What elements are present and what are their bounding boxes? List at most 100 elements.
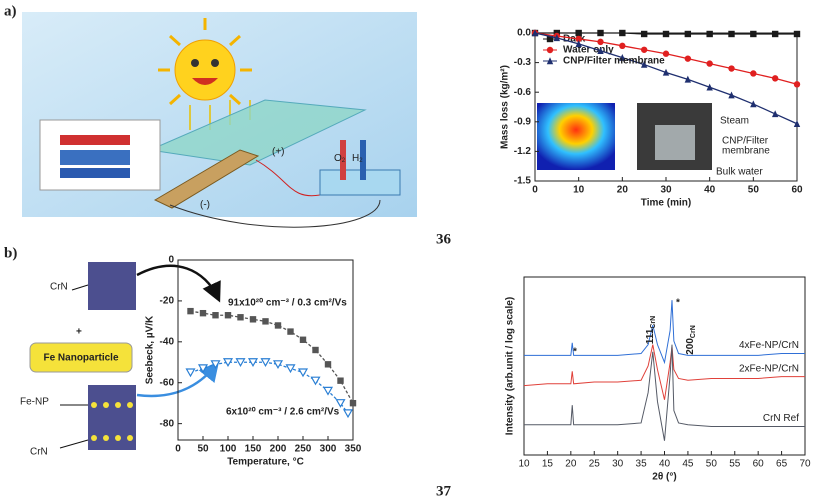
material-label: Fe Nanoparticle: [43, 353, 118, 364]
data-point: [235, 358, 246, 367]
legend-label: Water only: [563, 45, 614, 56]
data-point: [597, 38, 604, 46]
data-point: [197, 364, 209, 374]
x-axis-label: Temperature, °C: [227, 457, 304, 468]
data-point: [662, 30, 670, 38]
legend-marker: [546, 46, 554, 54]
data-point: [771, 110, 779, 118]
data-point: [728, 30, 735, 38]
annotation-text: 200: [685, 338, 696, 355]
material-label: Fe-NP: [20, 397, 49, 408]
y-tick-label: -40: [160, 336, 175, 347]
data-point: [322, 386, 334, 396]
x-axis-label: 2θ (°): [652, 472, 676, 483]
material-label: CrN: [30, 447, 48, 458]
data-point: [640, 46, 648, 53]
data-point: [262, 318, 269, 325]
inset-label: Steam: [720, 116, 749, 127]
data-point: [247, 358, 259, 367]
panel-label: a): [4, 3, 17, 19]
data-point: [793, 120, 801, 127]
x-tick-label: 10: [518, 459, 530, 470]
data-point: [662, 68, 670, 76]
gas-label: O: [334, 153, 342, 164]
x-tick-label: 50: [706, 459, 718, 470]
data-point: [750, 30, 757, 38]
data-point: [249, 316, 257, 323]
x-tick-label: 0: [532, 185, 538, 196]
data-point: [274, 322, 282, 329]
annotation: 91x10²⁰ cm⁻³ / 0.3 cm²/Vs: [228, 298, 347, 309]
data-point: [771, 30, 779, 38]
data-point: [728, 91, 735, 99]
x-tick-label: 350: [345, 444, 362, 455]
data-point: [349, 399, 357, 407]
x-tick-label: 45: [682, 459, 694, 470]
thermal-image: [537, 103, 615, 170]
annotation: 6x10²⁰ cm⁻³ / 2.6 cm²/Vs: [226, 407, 340, 418]
x-tick-label: 35: [636, 459, 648, 470]
data-point: [199, 309, 207, 317]
gas-label: O2: [334, 153, 346, 164]
y-axis-label: Seebeck, µV/K: [145, 315, 156, 384]
data-point: [575, 29, 582, 37]
data-point: [706, 83, 713, 91]
y-tick-label: -0.6: [514, 87, 532, 98]
data-point: [684, 30, 692, 38]
data-point: [575, 35, 582, 43]
x-tick-label: 0: [175, 444, 181, 455]
y-tick-label: 0: [168, 255, 174, 266]
data-point: [324, 361, 332, 368]
data-point: [553, 34, 561, 42]
y-tick-label: -20: [160, 296, 175, 307]
x-tick-label: 40: [659, 459, 671, 470]
data-point: [260, 358, 271, 367]
data-point: [706, 30, 713, 38]
data-point: [597, 29, 604, 37]
y-tick-label: -80: [160, 418, 175, 429]
x-tick-label: 60: [753, 459, 765, 470]
inset-label: membrane: [722, 146, 770, 157]
data-point: [640, 30, 648, 38]
data-point: [212, 312, 219, 319]
x-tick-label: 15: [542, 459, 554, 470]
illustration: CrN + Fe Nanoparticle Fe-NP CrN: [20, 262, 221, 458]
annotation: *: [676, 298, 680, 309]
x-tick-label: 250: [295, 444, 312, 455]
gas-label-sub: 2: [359, 158, 363, 164]
series-line: [523, 344, 805, 400]
x-tick-label: 50: [748, 185, 760, 196]
gas-label: H: [352, 153, 359, 164]
legend-label: CNP/Filter membrane: [563, 56, 665, 67]
x-tick-label: 10: [573, 185, 585, 196]
x-tick-label: 150: [245, 444, 262, 455]
data-point: [342, 409, 354, 419]
data-point: [619, 53, 626, 61]
data-point: [285, 364, 296, 374]
data-point: [728, 65, 735, 72]
plot-frame: [177, 259, 354, 441]
series-label: CrN Ref: [763, 413, 799, 424]
data-point: [335, 399, 346, 408]
data-point: [662, 50, 670, 57]
illustration: (+) (-) O2 H2: [22, 12, 417, 228]
annotation-text: 111: [645, 328, 656, 344]
x-tick-label: 60: [791, 185, 803, 196]
series-label: 2xFe-NP/CrN: [739, 363, 799, 374]
reference: 37: [436, 483, 452, 499]
data-point: [771, 75, 779, 82]
y-tick-label: -0.3: [514, 57, 532, 68]
data-point: [312, 346, 319, 354]
data-point: [597, 47, 604, 54]
annotation-sub: CrN: [650, 316, 657, 329]
y-tick-label: -1.2: [514, 146, 532, 157]
data-point: [222, 358, 234, 367]
y-tick-label: 0.0: [517, 28, 531, 39]
data-point: [287, 328, 294, 335]
data-point: [272, 360, 284, 370]
gas-label-sub: 2: [342, 158, 346, 164]
x-tick-label: 65: [776, 459, 788, 470]
data-point: [237, 314, 244, 321]
data-point: [750, 100, 757, 108]
x-tick-label: 70: [799, 459, 811, 470]
